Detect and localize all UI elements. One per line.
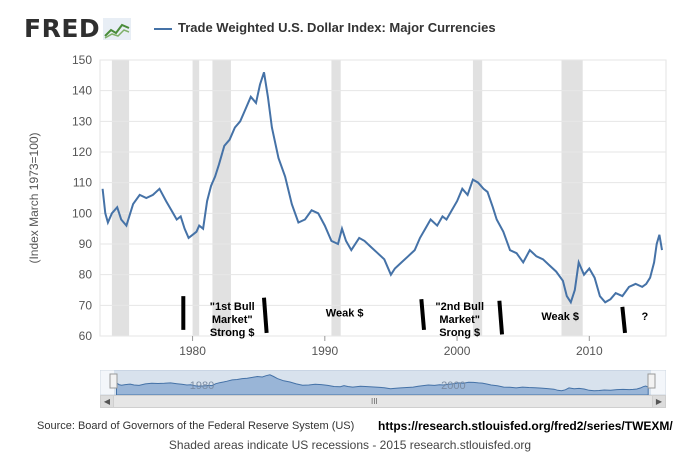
source-text: Source: Board of Governors of the Federa… [37, 420, 355, 432]
recession-band [192, 60, 200, 336]
recession-band [111, 60, 130, 336]
recession-bands [111, 60, 583, 336]
annotation-text: "2nd Bull Market" Srong $ [435, 301, 484, 339]
scroll-grip-icon[interactable]: III [371, 397, 378, 406]
x-axis-ticks: 1980 1990 2000 2010 [179, 336, 603, 358]
x-tick-label: 2010 [576, 344, 603, 358]
chart-legend: Trade Weighted U.S. Dollar Index: Major … [154, 20, 496, 35]
y-tick-label: 70 [79, 298, 93, 312]
annotation-line: "1st Bull [210, 301, 255, 313]
recession-band [472, 60, 483, 336]
annotation-marker-bar [620, 306, 627, 334]
scroll-right-arrow-icon[interactable]: ▶ [652, 396, 665, 407]
y-tick-label: 130 [72, 114, 92, 128]
y-tick-label: 150 [72, 53, 92, 67]
navigator-tick-label: 1980 [190, 380, 214, 392]
navigator-selection[interactable] [114, 370, 651, 395]
y-tick-label: 110 [73, 176, 92, 190]
y-tick-label: 100 [72, 206, 92, 220]
y-axis-label: (Index March 1973=100) [27, 132, 41, 263]
annotation-line: Strong $ [210, 327, 255, 339]
navigator-handle-right[interactable] [647, 373, 656, 389]
x-tick-label: 1990 [311, 344, 338, 358]
legend-swatch [154, 27, 172, 30]
annotation-text: Weak $ [541, 311, 579, 323]
recession-band [561, 60, 583, 336]
annotation-text: Weak $ [326, 308, 364, 320]
x-tick-label: 2000 [444, 344, 471, 358]
annotation-line: Srong $ [439, 327, 480, 339]
navigator-series-area [116, 374, 649, 396]
range-navigator[interactable]: 1980 2000 [100, 370, 666, 410]
recession-note: Shaded areas indicate US recessions - 20… [168, 438, 532, 452]
annotation-line: Weak $ [541, 311, 579, 323]
x-tick-label: 1980 [179, 344, 206, 358]
annotations: "1st Bull Market" Strong $Weak $"2nd Bull M… [210, 301, 649, 339]
y-tick-label: 60 [79, 329, 93, 343]
y-tick-label: 120 [72, 145, 92, 159]
annotation-line: Weak $ [326, 308, 364, 320]
series-url[interactable]: https://research.stlouisfed.org/fred2/se… [378, 419, 673, 433]
annotation-line: ? [641, 311, 648, 323]
y-tick-label: 140 [72, 84, 92, 98]
annotation-marker-bar [497, 300, 505, 335]
fred-logo[interactable]: FRED [24, 14, 101, 43]
series-line[interactable] [101, 71, 663, 305]
annotation-line: Market" [212, 314, 253, 326]
y-axis-ticks: 60 70 80 90 100 110 120 130 140 150 [72, 53, 92, 343]
annotation-line: Market" [439, 314, 480, 326]
annotation-marker-bar [261, 297, 269, 334]
y-tick-label: 80 [79, 268, 93, 282]
annotation-marker-bar [419, 299, 426, 331]
annotation-text: ? [641, 311, 648, 323]
legend-label: Trade Weighted U.S. Dollar Index: Major … [178, 20, 496, 35]
annotation-line: "2nd Bull [435, 301, 484, 313]
line-chart-icon [103, 18, 131, 40]
recession-band [212, 60, 231, 336]
y-tick-label: 90 [79, 237, 93, 251]
annotation-text: "1st Bull Market" Strong $ [210, 301, 255, 339]
main-chart: 60 70 80 90 100 110 120 130 140 150 1980 1990 2000 2… [27, 53, 667, 358]
navigator-tick-label: 2000 [441, 380, 465, 392]
recession-band [331, 60, 341, 336]
navigator-scrollbar[interactable]: ◀ III ▶ [100, 395, 666, 408]
gridlines [100, 59, 666, 337]
navigator-handle-left[interactable] [109, 373, 118, 389]
annotation-markers [181, 296, 627, 335]
scroll-left-arrow-icon[interactable]: ◀ [101, 396, 114, 407]
navigator-ticks: 1980 2000 [190, 380, 466, 392]
